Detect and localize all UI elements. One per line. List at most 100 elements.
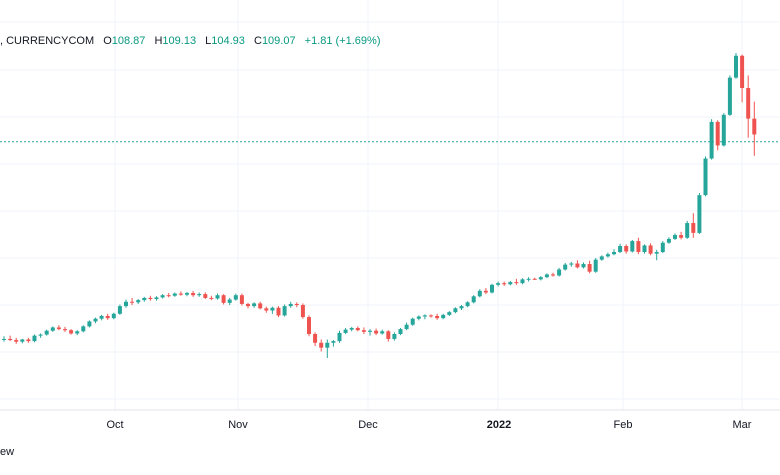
candle-body bbox=[368, 330, 372, 332]
open-value: 108.87 bbox=[111, 35, 146, 47]
x-tick-label: Feb bbox=[614, 419, 633, 431]
candle-body bbox=[624, 246, 629, 252]
candle-body bbox=[105, 315, 110, 319]
candle-body bbox=[514, 282, 519, 284]
candle bbox=[435, 313, 440, 320]
candle-body bbox=[154, 297, 159, 300]
candle-body bbox=[746, 88, 751, 119]
ohlc-legend: , CURRENCYCOM O108.87 H109.13 L104.93 C1… bbox=[0, 33, 381, 49]
candle bbox=[8, 335, 13, 342]
candle bbox=[544, 273, 549, 279]
candle bbox=[154, 296, 159, 301]
candle-body bbox=[605, 254, 610, 257]
candle-body bbox=[374, 330, 379, 334]
candle-body bbox=[239, 295, 244, 304]
grid-lines bbox=[0, 0, 780, 410]
candle-body bbox=[227, 299, 232, 303]
candle-body bbox=[532, 278, 537, 280]
candle bbox=[276, 306, 281, 318]
candle-body bbox=[520, 279, 525, 284]
candle-body bbox=[148, 297, 153, 300]
candle bbox=[148, 295, 153, 301]
candle bbox=[532, 277, 537, 280]
high-value: 109.13 bbox=[162, 35, 197, 47]
candle-body bbox=[349, 328, 354, 330]
candle-body bbox=[447, 312, 452, 315]
candle bbox=[20, 338, 25, 344]
candle-body bbox=[593, 259, 598, 272]
candle bbox=[105, 313, 110, 320]
candle bbox=[398, 328, 403, 336]
candle-body bbox=[63, 329, 67, 331]
candle-body bbox=[288, 303, 293, 307]
candle-body bbox=[81, 326, 86, 332]
time-axis: Oct Nov Dec 2022 Feb Mar bbox=[106, 419, 751, 431]
candle-body bbox=[2, 338, 6, 340]
candle-body bbox=[307, 317, 311, 335]
candle bbox=[50, 326, 55, 332]
candle bbox=[557, 267, 562, 277]
candle-body bbox=[117, 306, 122, 314]
candle bbox=[422, 314, 427, 320]
candle-body bbox=[477, 290, 482, 297]
symbol-name[interactable]: , CURRENCYCOM bbox=[0, 35, 95, 47]
candle bbox=[508, 280, 513, 286]
candle-body bbox=[282, 306, 287, 316]
candle bbox=[38, 333, 43, 338]
footer-text[interactable]: ew bbox=[0, 446, 15, 458]
candle bbox=[593, 258, 598, 273]
candle bbox=[117, 304, 122, 315]
candle bbox=[697, 192, 702, 234]
candle bbox=[648, 243, 653, 256]
candle bbox=[160, 294, 165, 299]
candle bbox=[300, 303, 305, 319]
candle bbox=[685, 220, 690, 239]
candle-body bbox=[398, 329, 403, 335]
candle-body bbox=[673, 235, 677, 239]
candle-body bbox=[361, 330, 366, 332]
candle bbox=[191, 290, 196, 297]
candle bbox=[618, 243, 623, 254]
candle bbox=[477, 289, 482, 298]
candle-body bbox=[20, 339, 25, 342]
candle bbox=[69, 329, 74, 335]
candle bbox=[349, 326, 354, 332]
candle bbox=[172, 292, 177, 297]
candle bbox=[514, 278, 519, 285]
candle-body bbox=[685, 223, 690, 238]
candle-body bbox=[209, 297, 214, 299]
candle bbox=[569, 261, 574, 267]
candle bbox=[258, 301, 263, 310]
candle bbox=[361, 327, 366, 335]
candle bbox=[746, 75, 751, 138]
candle bbox=[136, 299, 141, 304]
candle-body bbox=[697, 195, 702, 233]
candle-body bbox=[581, 264, 586, 268]
candle-body bbox=[569, 263, 574, 265]
candle bbox=[99, 314, 104, 321]
candle bbox=[87, 320, 92, 328]
candle-body bbox=[630, 241, 635, 252]
candle bbox=[178, 291, 183, 296]
candle bbox=[673, 233, 677, 240]
candle bbox=[740, 54, 745, 103]
candle bbox=[636, 237, 641, 255]
candle-body bbox=[258, 303, 263, 309]
candle bbox=[111, 312, 116, 320]
candle bbox=[727, 75, 732, 116]
candle bbox=[575, 260, 580, 269]
candle-body bbox=[496, 283, 501, 285]
candle-body bbox=[313, 334, 318, 343]
candle bbox=[81, 325, 86, 333]
candle bbox=[239, 293, 244, 306]
candle-body bbox=[166, 295, 171, 297]
candle-body bbox=[502, 283, 507, 285]
candle-body bbox=[124, 301, 128, 307]
candle-body bbox=[648, 245, 653, 254]
candle bbox=[642, 244, 647, 254]
candle bbox=[447, 311, 452, 316]
candle bbox=[197, 292, 202, 297]
candle bbox=[666, 237, 671, 244]
